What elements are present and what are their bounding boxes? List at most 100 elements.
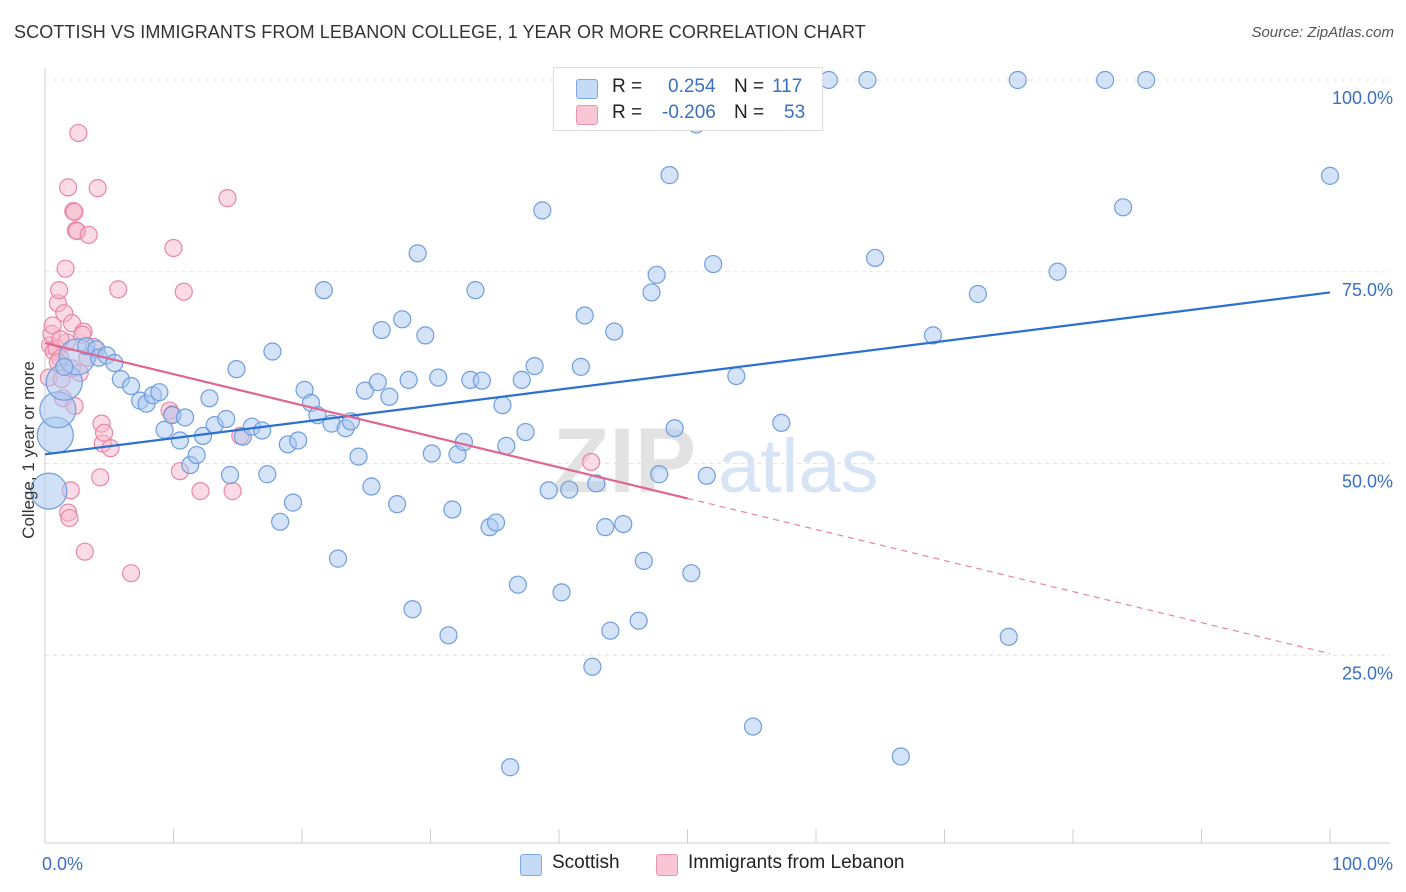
scottish-point	[516, 422, 535, 442]
scottish-point	[429, 368, 448, 387]
tick-labels: 25.0% 50.0% 75.0% 100.0% 0.0% 100.0%	[42, 88, 1393, 874]
scottish-point	[472, 371, 491, 390]
scottish-point	[923, 326, 943, 345]
scottish-point	[660, 166, 679, 185]
scottish-point	[575, 306, 594, 325]
lebanon-point	[79, 225, 98, 245]
x-tick-label: 100.0%	[1332, 854, 1393, 874]
lebanon-point	[223, 482, 242, 501]
scottish-point	[443, 500, 462, 519]
scottish-point	[187, 445, 206, 465]
scottish-point	[170, 431, 190, 450]
lebanon-swatch	[656, 854, 678, 876]
scottish-point	[439, 626, 458, 645]
scottish-point	[380, 387, 399, 406]
scottish-point	[30, 472, 68, 510]
y-tick-label: 25.0%	[1342, 663, 1393, 683]
scottish-point	[629, 611, 648, 630]
lebanon-point	[101, 439, 120, 458]
scottish-point	[497, 436, 516, 455]
stats-legend: R = 0.254 N = 117 R = -0.206 N = 53	[553, 67, 823, 131]
scottish-point	[508, 575, 527, 594]
scottish-point	[866, 248, 885, 268]
lebanon-point	[174, 282, 193, 301]
scottish-point	[150, 383, 169, 402]
scottish-point	[408, 244, 427, 263]
scottish-point	[416, 326, 435, 345]
scottish-point	[227, 360, 246, 379]
scottish-point	[314, 281, 333, 300]
scottish-point	[466, 281, 485, 300]
lebanon-trend-extension	[687, 497, 1331, 655]
watermark-atlas: atlas	[718, 424, 879, 509]
lebanon-points	[39, 123, 601, 583]
scottish-point	[493, 396, 512, 415]
scottish-point	[217, 409, 236, 429]
chart-title: SCOTTISH VS IMMIGRANTS FROM LEBANON COLL…	[14, 22, 866, 42]
axes	[44, 68, 1390, 844]
scottish-point	[614, 514, 633, 534]
scottish-swatch	[520, 854, 542, 876]
scottish-point	[368, 373, 387, 392]
scottish-point	[647, 265, 666, 284]
scottish-trend-line	[44, 291, 1331, 456]
scottish-point	[727, 366, 746, 386]
legend-label: Immigrants from Lebanon	[688, 852, 905, 873]
scottish-point	[220, 465, 240, 485]
lebanon-point	[56, 259, 75, 278]
scottish-point	[1137, 70, 1156, 90]
scottish-point	[121, 376, 141, 396]
scottish-point	[1048, 262, 1067, 281]
source-credit: Source: ZipAtlas.com	[1251, 24, 1394, 41]
n-label: N =	[734, 76, 765, 97]
x-tick-label: 0.0%	[42, 854, 83, 874]
legend-label: Scottish	[552, 852, 620, 873]
lebanon-point	[65, 202, 84, 222]
scottish-point	[1008, 70, 1027, 90]
lebanon-point	[95, 423, 114, 442]
scottish-point	[772, 413, 791, 432]
scottish-point	[601, 621, 620, 640]
scottish-swatch	[576, 79, 598, 99]
y-tick-label: 100.0%	[1332, 88, 1393, 108]
scottish-point	[605, 322, 624, 341]
n-label: N =	[734, 102, 765, 123]
scottish-point	[283, 493, 303, 512]
lebanon-point	[91, 468, 110, 487]
scottish-point	[362, 477, 381, 496]
lebanon-point	[191, 482, 210, 501]
scottish-point	[55, 357, 74, 376]
n-value: 53	[784, 102, 806, 123]
scottish-point	[328, 549, 348, 568]
r-value: -0.206	[662, 102, 716, 123]
scottish-point	[1114, 198, 1133, 217]
scottish-point	[999, 627, 1018, 646]
scottish-point	[891, 747, 910, 766]
lebanon-point	[50, 281, 69, 300]
scottish-point	[387, 495, 407, 514]
scottish-point	[175, 408, 195, 427]
r-label: R =	[612, 76, 643, 97]
scottish-point	[525, 356, 544, 376]
r-label: R =	[612, 102, 643, 123]
scottish-point	[697, 466, 716, 485]
y-axis-label: College, 1 year or more	[19, 361, 38, 539]
scottish-point	[596, 518, 615, 537]
scottish-point	[552, 583, 571, 602]
scottish-point	[533, 201, 552, 220]
scottish-point	[560, 480, 579, 499]
series-legend: Scottish Immigrants from Lebanon	[0, 852, 1406, 880]
scottish-point	[634, 551, 653, 571]
scottish-point	[682, 564, 701, 583]
lebanon-point	[43, 316, 62, 335]
y-tick-label: 50.0%	[1342, 472, 1393, 492]
trend-lines	[44, 291, 1331, 655]
scottish-point	[372, 320, 391, 340]
scottish-point	[650, 465, 669, 484]
scottish-point	[422, 444, 441, 463]
scottish-point	[642, 283, 661, 302]
lebanon-point	[582, 452, 601, 472]
scottish-point	[200, 389, 219, 408]
scottish-point	[486, 513, 506, 532]
